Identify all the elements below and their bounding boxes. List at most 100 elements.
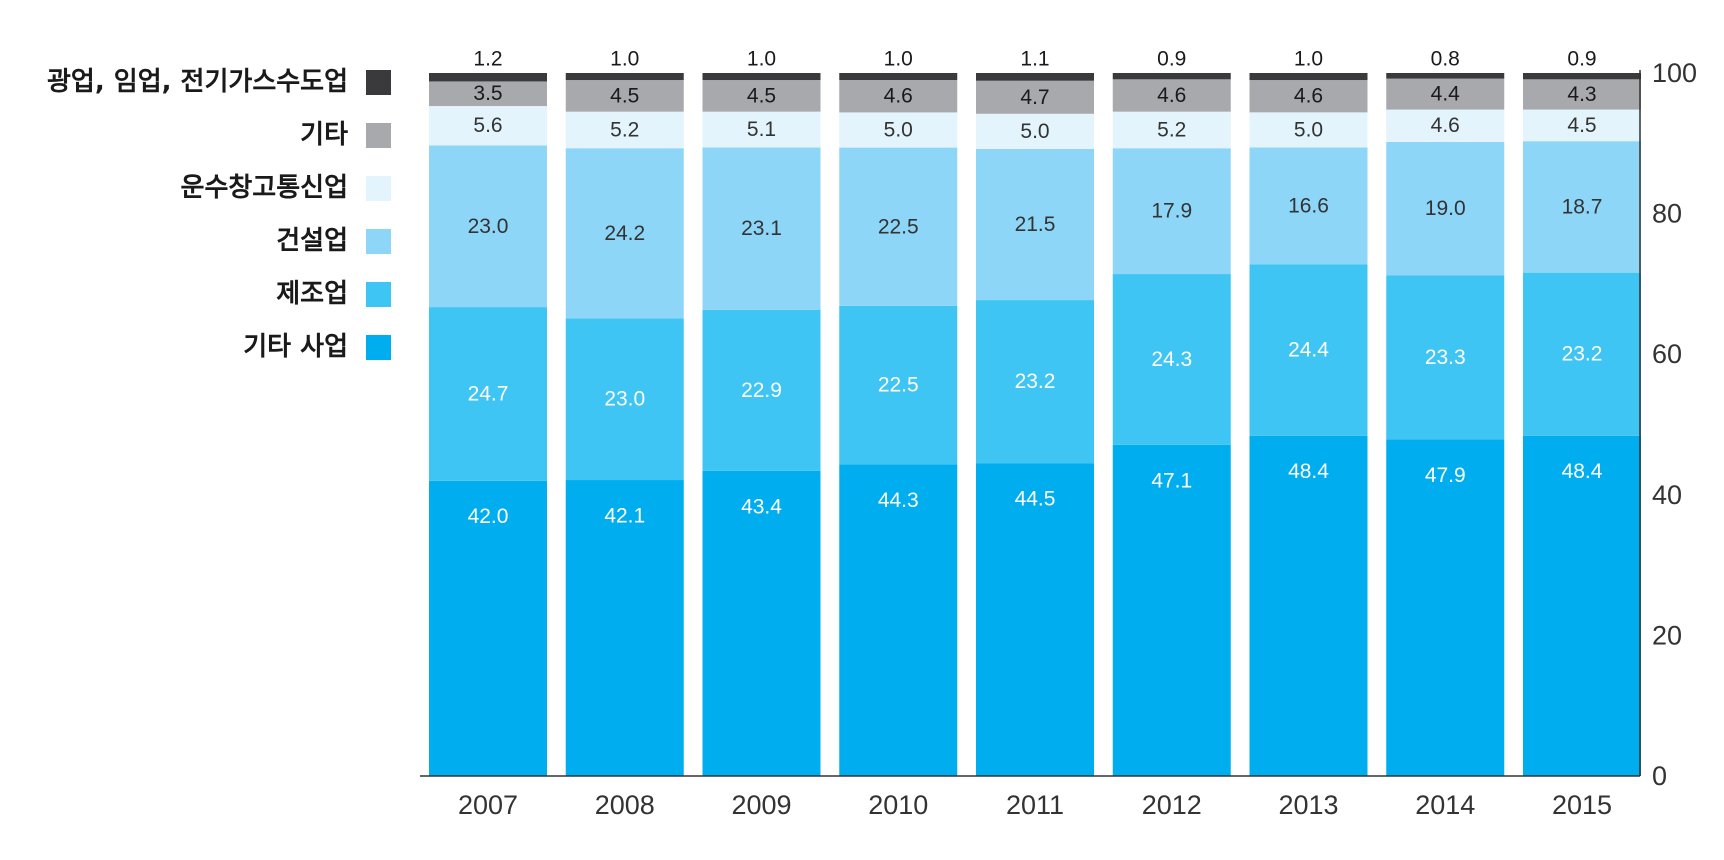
data-label: 4.5 bbox=[1567, 114, 1596, 137]
data-label: 0.9 bbox=[1567, 48, 1596, 71]
data-label: 22.9 bbox=[741, 379, 782, 402]
data-label: 23.0 bbox=[604, 388, 645, 411]
bar-segment bbox=[1386, 275, 1505, 440]
bar-segment bbox=[1523, 272, 1641, 436]
data-label: 4.6 bbox=[1157, 84, 1186, 107]
data-label: 23.2 bbox=[1015, 370, 1056, 393]
y-tick-label: 40 bbox=[1652, 480, 1682, 510]
data-label: 4.4 bbox=[1431, 83, 1461, 106]
x-tick-label: 2014 bbox=[1415, 790, 1475, 820]
bar-segment bbox=[429, 73, 547, 82]
data-label: 1.0 bbox=[610, 48, 639, 71]
bar-segment bbox=[565, 73, 684, 81]
data-label: 42.1 bbox=[604, 505, 645, 528]
legend-swatch bbox=[366, 282, 391, 307]
legend-label: 기타 bbox=[300, 120, 348, 150]
data-label: 16.6 bbox=[1288, 194, 1329, 217]
data-label: 43.4 bbox=[741, 495, 782, 518]
data-label: 23.3 bbox=[1425, 346, 1466, 369]
bar-segment bbox=[429, 106, 547, 146]
data-label: 42.0 bbox=[468, 505, 509, 528]
data-label: 1.0 bbox=[884, 48, 913, 71]
legend-label: 기타 사업 bbox=[243, 332, 348, 362]
bar-segment bbox=[1249, 80, 1368, 113]
data-label: 0.8 bbox=[1431, 48, 1460, 71]
data-label: 4.6 bbox=[1294, 85, 1323, 108]
legend-swatch bbox=[366, 229, 391, 254]
data-label: 1.0 bbox=[1294, 48, 1323, 71]
bar-segment bbox=[976, 113, 1094, 149]
data-label: 24.7 bbox=[468, 382, 509, 405]
data-label: 4.6 bbox=[1431, 114, 1460, 137]
data-label: 5.0 bbox=[1294, 118, 1323, 141]
bar-segment bbox=[839, 112, 958, 148]
bar-segment bbox=[976, 300, 1094, 464]
data-label: 5.6 bbox=[473, 114, 502, 137]
y-tick-label: 20 bbox=[1652, 620, 1682, 650]
bar-segment bbox=[976, 73, 1094, 81]
x-tick-label: 2012 bbox=[1142, 790, 1202, 820]
data-label: 47.9 bbox=[1425, 464, 1466, 487]
data-label: 5.0 bbox=[1020, 120, 1049, 143]
data-label: 3.5 bbox=[473, 82, 502, 105]
bar-segment bbox=[702, 147, 821, 310]
data-label: 22.5 bbox=[878, 215, 919, 238]
x-tick-label: 2007 bbox=[458, 790, 518, 820]
bars-area: 42.0 24.7 23.0 5.6 3.5 1.2 42.1 23.0 24.2 5.2 4.5 1… bbox=[429, 48, 1641, 776]
y-tick-label: 100 bbox=[1652, 58, 1697, 88]
legend-label: 광업, 임업, 전기가스수도업 bbox=[47, 67, 348, 97]
data-label: 4.6 bbox=[884, 85, 913, 108]
bar-segment bbox=[702, 73, 821, 81]
data-label: 23.1 bbox=[741, 217, 782, 240]
bar-segment bbox=[839, 147, 958, 306]
bar-segment bbox=[565, 111, 684, 149]
bar-segment bbox=[1386, 78, 1505, 110]
x-axis: 2007 2008 2009 2010 2011 2012 2013 2014 2015 bbox=[420, 775, 1640, 820]
data-label: 4.7 bbox=[1020, 86, 1049, 109]
bar-segment bbox=[1112, 148, 1231, 275]
data-label: 1.0 bbox=[747, 48, 776, 71]
y-tick-label: 60 bbox=[1652, 339, 1682, 369]
bar-segment bbox=[702, 111, 821, 148]
data-label: 44.5 bbox=[1015, 488, 1056, 511]
bar-segment bbox=[429, 480, 547, 776]
bar-segment bbox=[1523, 435, 1641, 776]
data-label: 24.4 bbox=[1288, 338, 1329, 361]
bar-segment bbox=[565, 148, 684, 319]
data-label: 24.2 bbox=[604, 222, 645, 245]
bar-segment bbox=[429, 145, 547, 308]
bar-segment bbox=[702, 80, 821, 112]
data-label: 22.5 bbox=[878, 374, 919, 397]
legend-label: 건설업 bbox=[276, 226, 348, 256]
data-label: 18.7 bbox=[1562, 195, 1603, 218]
bar-segment bbox=[1386, 109, 1505, 142]
bar-segment bbox=[1249, 264, 1368, 436]
y-tick-label: 0 bbox=[1652, 761, 1667, 791]
x-tick-label: 2011 bbox=[1006, 790, 1064, 820]
data-label: 1.1 bbox=[1020, 48, 1049, 71]
data-label: 48.4 bbox=[1562, 460, 1603, 483]
bar-segment bbox=[429, 81, 547, 107]
bar-segment bbox=[839, 464, 958, 776]
data-label: 4.5 bbox=[610, 84, 639, 107]
bar-segment bbox=[839, 73, 958, 81]
data-label: 4.3 bbox=[1567, 83, 1596, 106]
bar-segment bbox=[976, 80, 1094, 114]
bar-segment bbox=[1249, 112, 1368, 148]
legend-swatch bbox=[366, 176, 391, 201]
bar-segment bbox=[1523, 109, 1641, 142]
bar-segment bbox=[839, 305, 958, 465]
bar-segment bbox=[1249, 73, 1368, 81]
bar-segment bbox=[1112, 79, 1231, 112]
bar-segment bbox=[702, 309, 821, 471]
bar-segment bbox=[1386, 439, 1505, 776]
data-label: 21.5 bbox=[1015, 213, 1056, 236]
bar-segment bbox=[702, 470, 821, 776]
data-label: 23.0 bbox=[468, 215, 509, 238]
data-label: 4.5 bbox=[747, 84, 776, 107]
bar-segment bbox=[1112, 111, 1231, 149]
x-tick-label: 2015 bbox=[1552, 790, 1612, 820]
bar-segment bbox=[565, 480, 684, 776]
bar-segment bbox=[1112, 274, 1231, 445]
